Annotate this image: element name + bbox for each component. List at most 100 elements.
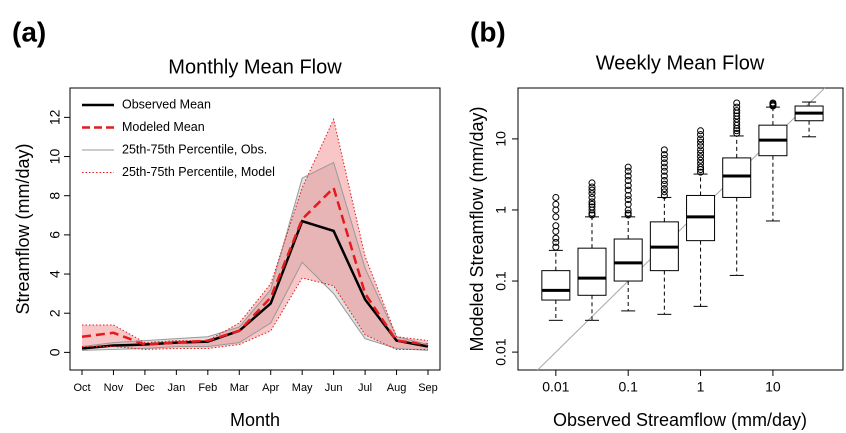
- outlier: [660, 176, 668, 184]
- outlier: [660, 185, 668, 193]
- outlier: [624, 196, 632, 204]
- x-axis-label: Observed Streamflow (mm/day): [553, 410, 807, 430]
- x-tick-label: Jun: [325, 382, 343, 394]
- x-tick-label: Oct: [73, 382, 90, 394]
- outlier: [697, 131, 705, 139]
- outlier: [588, 198, 596, 206]
- outlier: [697, 160, 705, 168]
- x-tick-label: 1: [697, 379, 705, 395]
- y-tick-label: 10: [493, 131, 509, 147]
- outlier: [624, 167, 632, 175]
- outlier: [552, 222, 560, 230]
- outlier: [624, 182, 632, 190]
- y-tick-label: 2: [47, 309, 63, 317]
- outlier: [588, 186, 596, 194]
- y-tick-label: 6: [47, 231, 63, 239]
- outlier: [697, 127, 705, 135]
- plot-frame: [69, 87, 441, 371]
- outlier: [660, 188, 668, 196]
- outlier: [660, 191, 668, 199]
- y-tick-label: 8: [47, 192, 63, 200]
- band-edge: [81, 161, 429, 347]
- box: [541, 270, 571, 301]
- x-tick-label: Aug: [387, 382, 407, 394]
- x-tick-label: Sep: [418, 382, 438, 394]
- outlier: [660, 167, 668, 175]
- x-tick-label: Apr: [262, 382, 279, 394]
- percentile-band: [82, 162, 428, 351]
- y-axis-label: Modeled Streamflow (mm/day): [467, 106, 487, 351]
- outlier: [624, 200, 632, 208]
- chart-title: Monthly Mean Flow: [168, 56, 342, 78]
- outlier: [588, 183, 596, 191]
- x-tick-label: Mar: [230, 382, 249, 394]
- outlier: [624, 191, 632, 199]
- outlier: [697, 149, 705, 157]
- outlier: [733, 127, 741, 135]
- x-tick-label: Feb: [198, 382, 217, 394]
- outlier: [733, 107, 741, 115]
- outlier: [697, 168, 705, 176]
- y-tick-label: 0.1: [493, 271, 509, 291]
- y-tick-label: 12: [47, 109, 63, 125]
- x-tick-label: May: [292, 382, 313, 394]
- y-axis-label: Streamflow (mm/day): [13, 143, 33, 314]
- x-tick-label: Jul: [358, 382, 372, 394]
- outlier: [588, 179, 596, 187]
- outlier: [660, 172, 668, 180]
- outlier: [733, 112, 741, 120]
- outlier: [660, 151, 668, 159]
- outlier: [552, 234, 560, 242]
- x-tick-label: Jan: [167, 382, 185, 394]
- outlier: [624, 186, 632, 194]
- series-line: [81, 185, 429, 346]
- y-tick-label: 1: [493, 206, 509, 214]
- outlier: [697, 153, 705, 161]
- plot-frame: [517, 87, 844, 371]
- outlier: [624, 176, 632, 184]
- legend-label: 25th-75th Percentile, Model: [122, 165, 275, 179]
- outlier: [769, 99, 777, 107]
- outlier: [697, 146, 705, 154]
- outlier: [552, 227, 560, 235]
- outlier: [588, 203, 596, 211]
- outlier: [697, 135, 705, 143]
- outlier: [733, 103, 741, 111]
- y-tick-label: 0.01: [493, 338, 509, 365]
- x-tick-label: 10: [765, 379, 781, 395]
- outlier: [588, 190, 596, 198]
- outlier: [660, 146, 668, 154]
- outlier: [733, 99, 741, 107]
- outlier: [660, 163, 668, 171]
- outlier: [552, 238, 560, 246]
- x-axis-label: Month: [230, 410, 280, 430]
- outlier: [552, 200, 560, 208]
- x-tick-label: Dec: [135, 382, 155, 394]
- y-tick-label: 10: [47, 149, 63, 165]
- chart-title: Weekly Mean Flow: [596, 52, 765, 74]
- outlier: [660, 180, 668, 188]
- x-tick-label: Nov: [104, 382, 124, 394]
- legend-label: 25th-75th Percentile, Obs.: [122, 142, 267, 156]
- box: [613, 238, 643, 282]
- outlier: [552, 193, 560, 201]
- outlier: [697, 163, 705, 171]
- outlier: [552, 213, 560, 221]
- box: [722, 157, 752, 198]
- legend-label: Modeled Mean: [122, 120, 205, 134]
- percentile-band: [82, 119, 428, 350]
- outlier: [552, 206, 560, 214]
- outlier: [660, 154, 668, 162]
- panel-label: (a): [12, 16, 46, 47]
- outlier: [624, 163, 632, 171]
- outlier: [552, 243, 560, 251]
- box: [577, 247, 607, 296]
- outlier: [624, 209, 632, 217]
- series-line: [81, 219, 429, 350]
- outlier: [588, 200, 596, 208]
- outlier: [733, 119, 741, 127]
- outlier: [697, 138, 705, 146]
- panel-label: (b): [470, 16, 506, 47]
- outlier: [588, 193, 596, 201]
